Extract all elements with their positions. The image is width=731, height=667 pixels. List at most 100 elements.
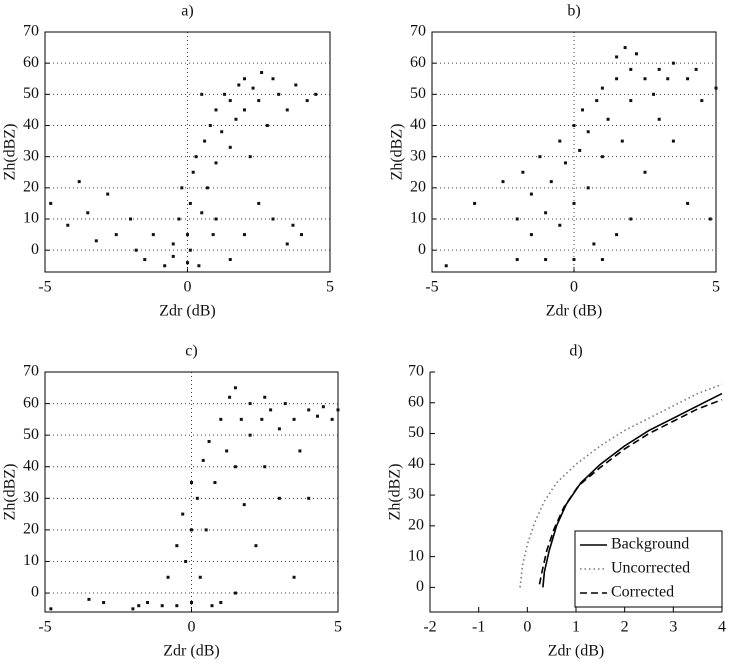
point (285, 242, 289, 246)
point (315, 414, 319, 418)
point (219, 601, 223, 605)
point (708, 217, 712, 221)
y-tick-label: 50 (410, 85, 426, 102)
point (204, 528, 208, 532)
y-axis-label: Zh(dBZ) (2, 124, 19, 181)
point (214, 108, 218, 112)
point (208, 124, 212, 128)
point (203, 139, 207, 143)
y-tick-label: 10 (408, 547, 424, 564)
point (137, 604, 141, 608)
point (657, 117, 661, 121)
point (549, 180, 553, 184)
point (634, 52, 638, 56)
point (643, 170, 647, 174)
y-tick-label: 0 (416, 578, 424, 595)
x-tick-label: 0 (188, 619, 196, 636)
point (211, 233, 215, 237)
y-tick-label: 40 (23, 457, 39, 474)
point (228, 99, 232, 103)
point (305, 99, 309, 103)
point (652, 92, 656, 96)
point (186, 233, 189, 237)
point (225, 449, 229, 453)
panel-title: b) (567, 3, 580, 20)
point (572, 124, 576, 128)
x-axis-label: Zdr (dB) (546, 303, 602, 320)
point (285, 108, 289, 112)
x-tick-label: -1 (472, 619, 485, 636)
point (558, 223, 562, 227)
point (188, 248, 192, 252)
point (700, 99, 704, 103)
point (515, 217, 519, 221)
point (444, 264, 448, 268)
point (686, 77, 690, 81)
y-axis-label: Zh(dBZ) (387, 464, 404, 521)
point (106, 192, 110, 196)
point (237, 83, 241, 87)
point (263, 395, 267, 399)
point (600, 155, 604, 159)
point (219, 417, 223, 421)
point (292, 417, 296, 421)
y-tick-label: 70 (23, 363, 39, 380)
point (228, 258, 232, 262)
y-tick-label: 40 (23, 116, 39, 133)
x-tick-label: 4 (718, 619, 726, 636)
y-tick-label: 50 (23, 85, 39, 102)
y-tick-label: 40 (410, 116, 426, 133)
point (49, 201, 53, 205)
y-tick-label: 60 (23, 54, 39, 71)
point (694, 67, 698, 71)
point (233, 465, 237, 469)
x-tick-label: 5 (326, 279, 334, 296)
point (643, 77, 647, 81)
point (233, 591, 237, 595)
point (163, 264, 167, 268)
point (563, 161, 567, 165)
y-tick-label: 0 (31, 241, 39, 258)
point (66, 223, 70, 227)
x-tick-label: -2 (423, 619, 436, 636)
y-tick-label: 50 (408, 424, 424, 441)
point (671, 61, 675, 65)
point (269, 408, 273, 412)
point (544, 258, 548, 262)
point (473, 201, 477, 205)
point (538, 155, 542, 159)
point (260, 417, 264, 421)
x-tick-label: -5 (425, 279, 438, 296)
point (330, 417, 334, 421)
point (242, 503, 246, 507)
point (214, 161, 218, 165)
point (233, 386, 237, 390)
x-tick-label: -5 (38, 279, 51, 296)
point (277, 496, 281, 500)
x-axis-label: Zdr (dB) (548, 643, 604, 660)
point (175, 604, 179, 608)
point (228, 395, 232, 399)
point (251, 86, 255, 90)
point (578, 148, 582, 152)
point (529, 192, 533, 196)
point (213, 481, 217, 485)
y-tick-label: 0 (31, 584, 39, 601)
point (586, 130, 590, 134)
point (260, 71, 264, 75)
legend-label: Uncorrected (611, 560, 690, 577)
point (294, 83, 298, 87)
plot-frame (431, 31, 717, 273)
y-tick-label: 30 (23, 489, 39, 506)
point (300, 233, 303, 237)
point (243, 108, 246, 112)
point (615, 77, 619, 81)
point (239, 417, 243, 421)
y-tick-label: 40 (408, 455, 424, 472)
point (86, 211, 90, 215)
point (160, 604, 164, 608)
point (254, 544, 258, 548)
point (102, 601, 106, 605)
point (572, 201, 576, 205)
point (615, 233, 619, 237)
